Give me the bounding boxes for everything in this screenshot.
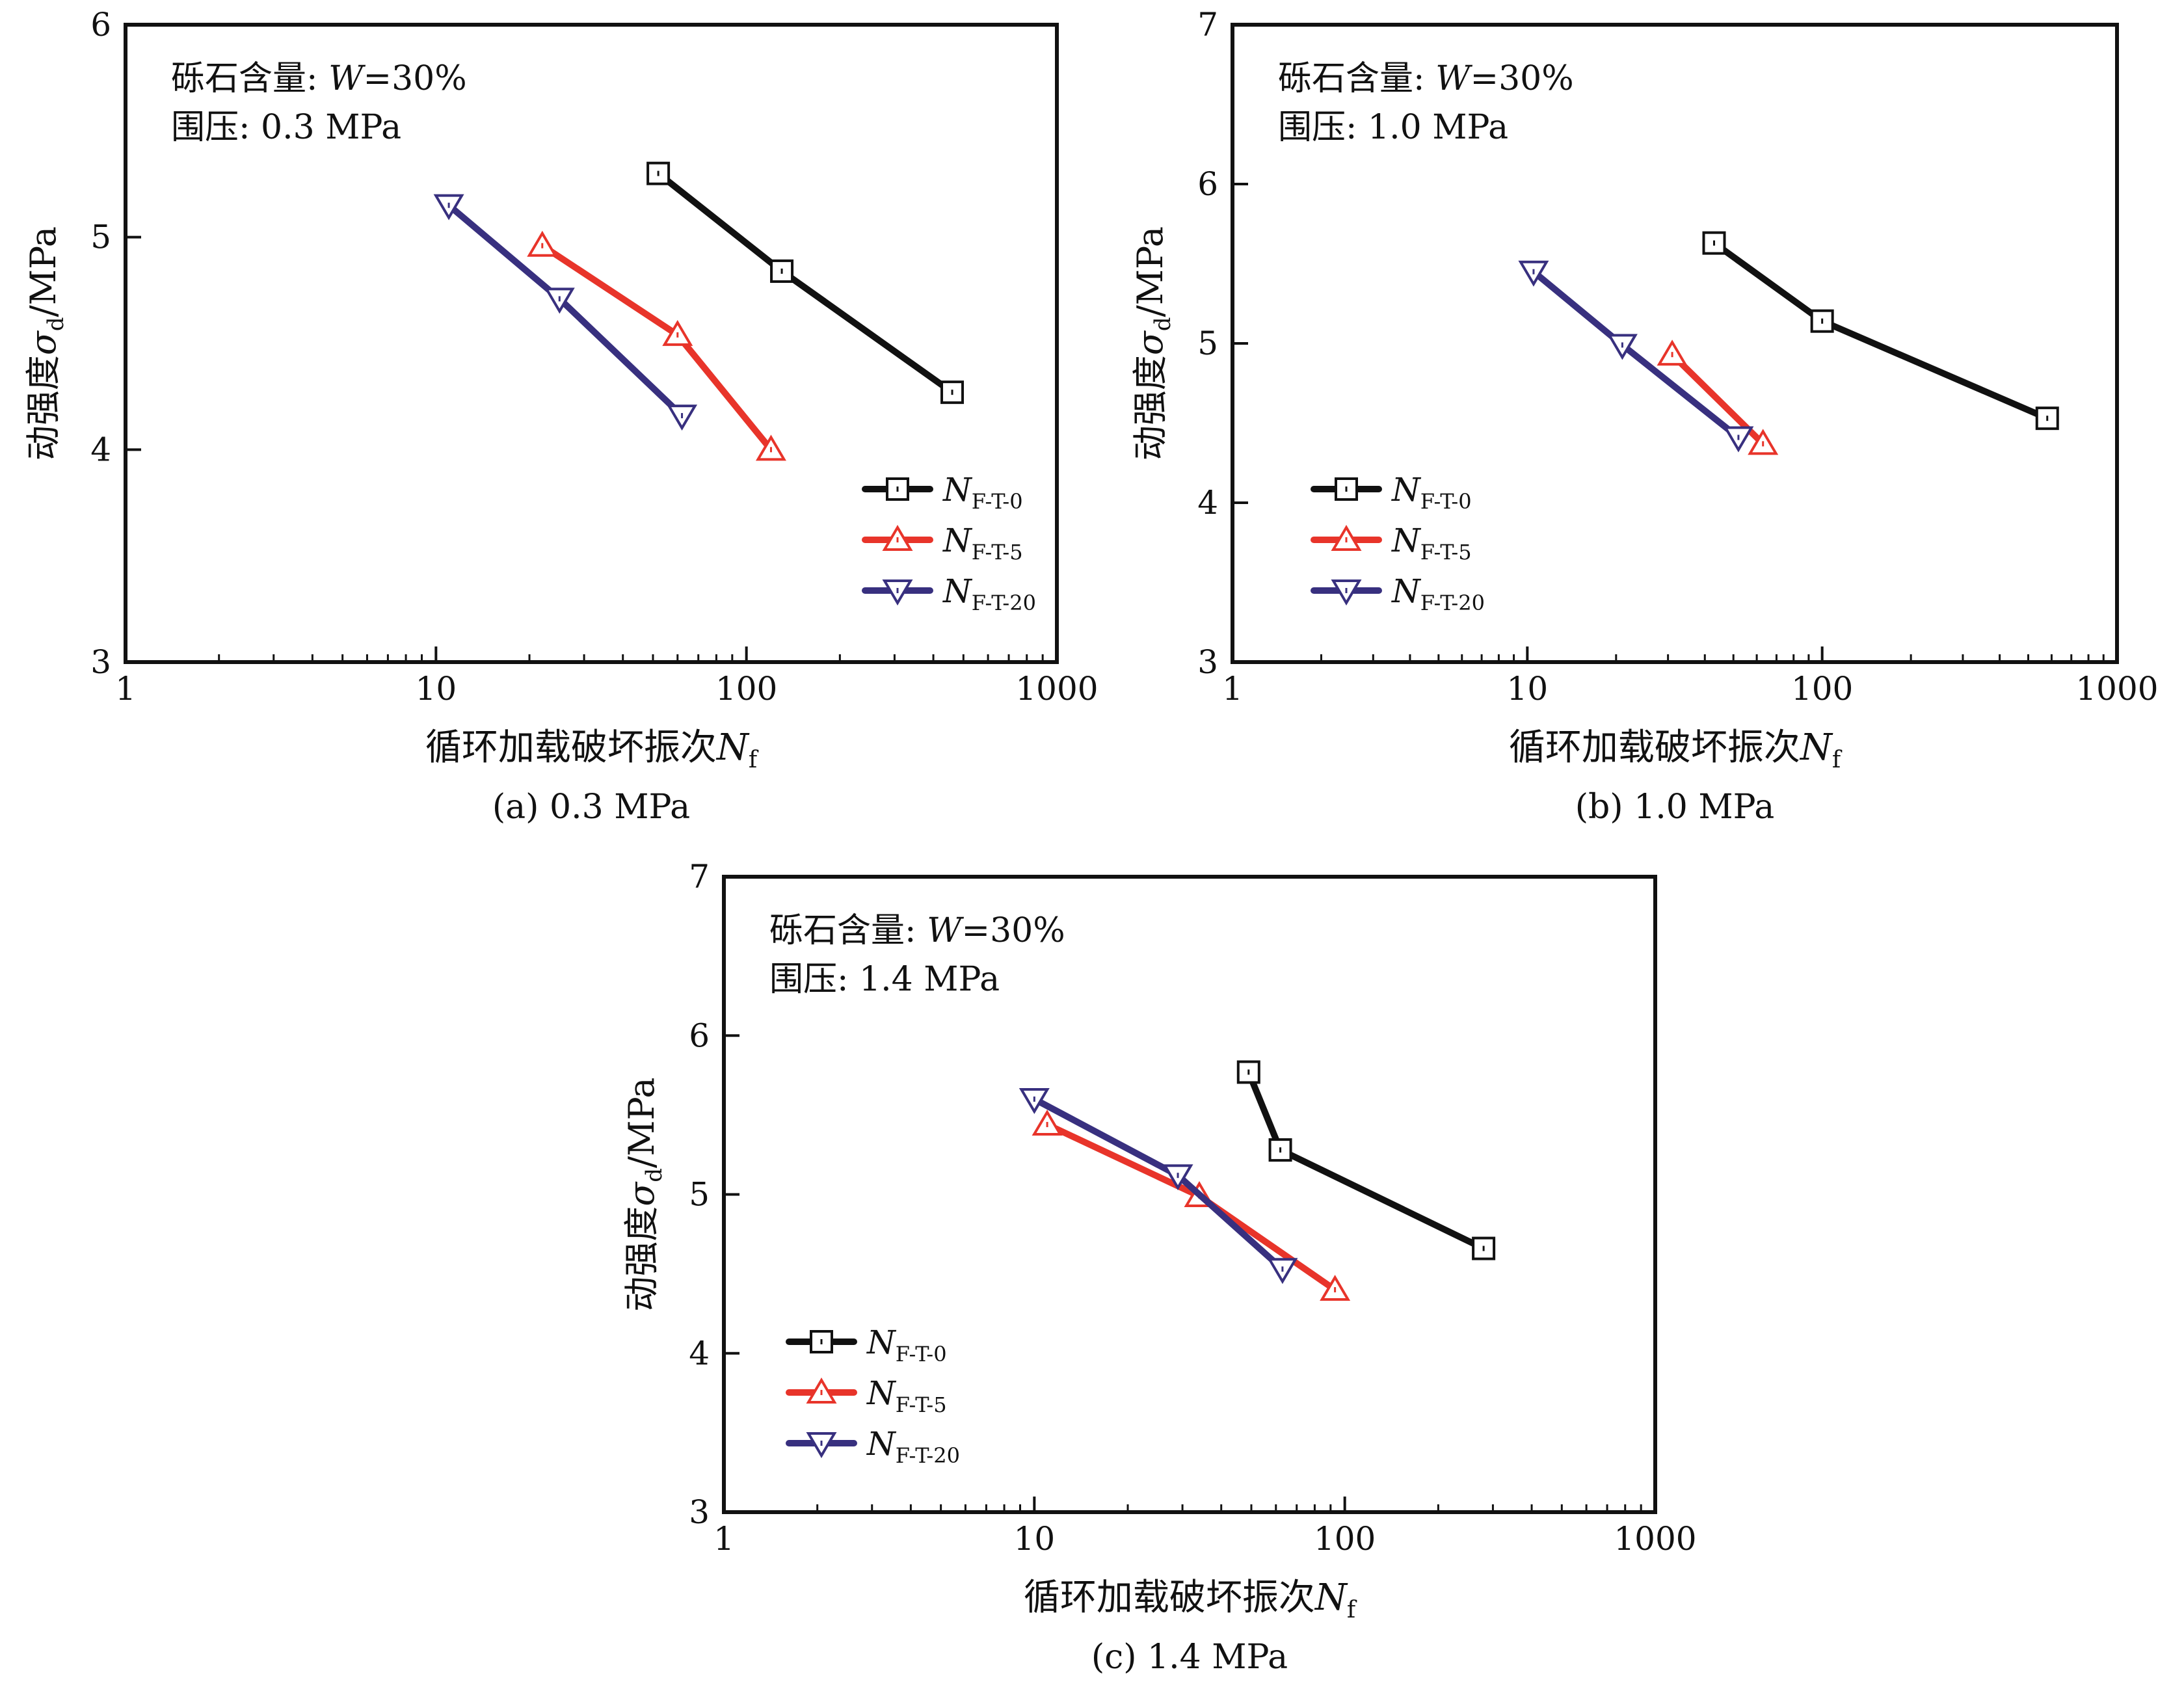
x-tick-label: 100 bbox=[1791, 670, 1853, 708]
legend-label: NF-T-20 bbox=[1391, 572, 1485, 615]
chart-caption: (b) 1.0 MPa bbox=[1575, 788, 1775, 827]
x-axis-label: 循环加载破坏振次Nf bbox=[1509, 726, 1843, 773]
legend-label: NF-T-0 bbox=[1391, 471, 1472, 514]
x-tick-label: 1 bbox=[1222, 670, 1243, 708]
y-tick-label: 5 bbox=[90, 219, 111, 256]
x-tick-label: 1 bbox=[115, 670, 136, 708]
annotation-gravel-content: 砾石含量: W=30% bbox=[171, 59, 467, 98]
y-axis-label: 动强度σd/MPa bbox=[1130, 226, 1176, 460]
series-line-f-t-0 bbox=[1711, 239, 2051, 422]
annotation-confining-pressure: 围压: 1.0 MPa bbox=[1278, 108, 1508, 147]
series-line-f-t-20 bbox=[446, 202, 686, 419]
y-tick-label: 3 bbox=[1197, 643, 1218, 681]
y-axis-label: 动强度σd/MPa bbox=[23, 226, 69, 460]
chart-b: 1 10 100 1000 3 4 5 6 7 动强度σd/MPa 循环加载破坏振次Nf (b) 1.… bbox=[1130, 6, 2159, 827]
chart-a: 1 10 100 1000 3 4 5 6 动强度σd/MPa 循环加载破坏振次Nf (a) 0.3… bbox=[23, 6, 1099, 827]
legend-label: NF-T-0 bbox=[942, 471, 1023, 514]
x-tick-label: 10 bbox=[1014, 1520, 1056, 1558]
chart-caption: (a) 0.3 MPa bbox=[492, 788, 690, 827]
annotation-confining-pressure: 围压: 0.3 MPa bbox=[171, 108, 401, 147]
y-tick-label: 7 bbox=[1197, 6, 1218, 44]
x-tick-label: 10 bbox=[416, 670, 457, 708]
legend-label: NF-T-5 bbox=[1391, 522, 1472, 565]
y-tick-label: 5 bbox=[1197, 325, 1218, 362]
series-line-f-t-20 bbox=[1530, 268, 1742, 441]
series-line-f-t-5 bbox=[539, 242, 775, 453]
x-axis-label: 循环加载破坏振次Nf bbox=[1024, 1577, 1357, 1623]
legend-label: NF-T-0 bbox=[866, 1324, 947, 1366]
legend-label: NF-T-20 bbox=[866, 1425, 960, 1468]
x-tick-label: 10 bbox=[1507, 670, 1549, 708]
annotation-gravel-content: 砾石含量: W=30% bbox=[769, 911, 1065, 950]
legend-label: NF-T-20 bbox=[942, 572, 1036, 615]
plot-frame bbox=[124, 23, 1059, 664]
y-tick-label: 5 bbox=[689, 1176, 710, 1214]
x-tick-label: 1000 bbox=[1614, 1520, 1696, 1558]
annotation-gravel-content: 砾石含量: W=30% bbox=[1278, 59, 1574, 98]
annotation-confining-pressure: 围压: 1.4 MPa bbox=[769, 960, 1000, 999]
chart-caption: (c) 1.4 MPa bbox=[1091, 1638, 1288, 1677]
x-tick-label: 1000 bbox=[1015, 670, 1098, 708]
y-tick-label: 7 bbox=[689, 858, 710, 896]
chart-c: 1 10 100 1000 3 4 5 6 7 动强度σd/MPa 循环加载破坏振次Nf (c) 1.… bbox=[621, 858, 1697, 1677]
y-tick-label: 6 bbox=[689, 1017, 710, 1054]
x-axis-label: 循环加载破坏振次Nf bbox=[425, 726, 759, 773]
y-axis-label: 动强度σd/MPa bbox=[621, 1077, 667, 1311]
x-tick-label: 1000 bbox=[2075, 670, 2158, 708]
series-line-f-t-20 bbox=[1031, 1095, 1286, 1273]
legend-label: NF-T-5 bbox=[942, 522, 1023, 565]
y-tick-label: 6 bbox=[90, 6, 111, 44]
x-tick-label: 1 bbox=[713, 1520, 734, 1558]
y-tick-label: 3 bbox=[90, 643, 111, 681]
series-line-f-t-0 bbox=[655, 170, 956, 396]
legend-label: NF-T-5 bbox=[866, 1374, 947, 1417]
x-tick-label: 100 bbox=[715, 670, 777, 708]
y-tick-label: 6 bbox=[1197, 165, 1218, 203]
y-tick-label: 4 bbox=[689, 1335, 710, 1372]
y-tick-label: 3 bbox=[689, 1493, 710, 1531]
y-tick-label: 4 bbox=[90, 431, 111, 468]
y-tick-label: 4 bbox=[1197, 484, 1218, 522]
x-tick-label: 100 bbox=[1314, 1520, 1376, 1558]
